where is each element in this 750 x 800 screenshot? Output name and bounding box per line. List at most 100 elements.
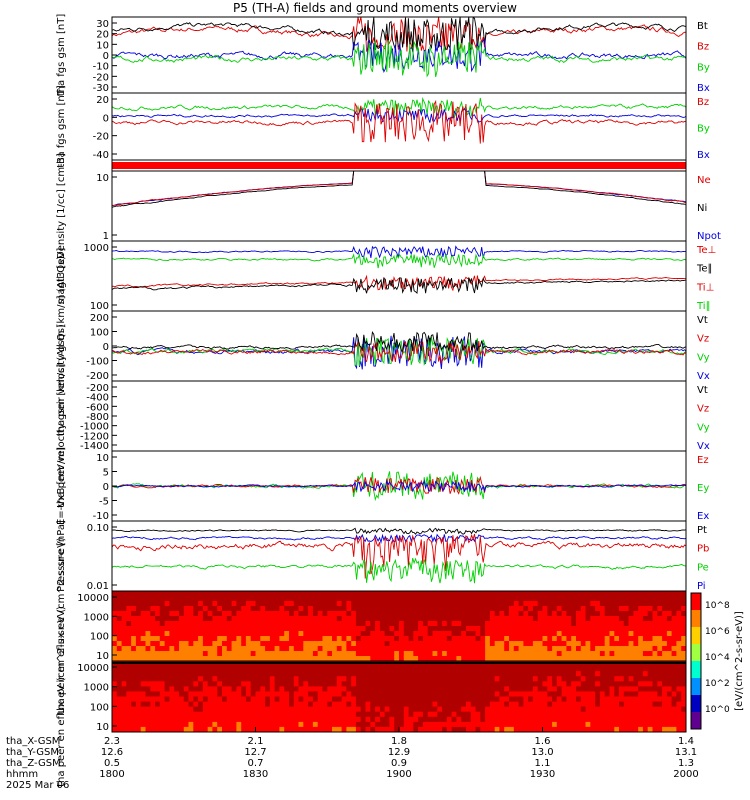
legend-vt: Vt [697,385,708,396]
legend-vx: Vx [697,441,710,452]
y-tick-label: 100 [90,301,109,312]
y-tick-label: 1000 [84,612,109,623]
npot-line [112,170,687,206]
legend-vt: Vt [697,315,708,326]
footer-value: 0.7 [248,758,264,769]
ni-line [111,170,687,208]
legend-by: By [697,124,710,135]
y-tick-label: -20 [93,72,109,83]
footer-value: 2000 [673,769,698,780]
y-axis-label: tha peer en eflux eV (cm^2-s-sr-eV) [56,606,67,787]
y-tick-label: 20 [96,30,109,41]
y-tick-label: -200 [86,371,109,382]
colorbar-tick: 10^6 [705,627,730,637]
y-tick-label: 10 [96,173,109,184]
y-tick-label: 0.10 [87,523,109,534]
y-tick-label: -10 [93,511,109,522]
colorbar-tick: 10^0 [705,705,730,715]
by-line [111,39,687,78]
y-axis-label: Pressure [nPa] [56,520,67,592]
y-tick-label: 1000 [84,243,109,254]
legend-te⊥: Te⊥ [696,245,716,256]
legend-vz: Vz [697,404,709,415]
colorbar-tick: 10^8 [705,601,730,611]
ez-line [111,475,687,495]
legend-vx: Vx [697,371,710,382]
y-tick-label: -800 [86,412,109,423]
footer-value: 2.3 [104,736,120,747]
legend-pe: Pe [697,562,709,573]
bt-line [111,16,687,51]
y-tick-label: -20 [93,132,109,143]
legend-bx: Bx [697,83,710,94]
legend-ex: Ex [697,511,709,522]
y-tick-label: 10000 [77,663,109,674]
y-axis-label: Density [1/cc] [cm-3] [56,153,67,259]
y-tick-label: -10 [93,62,109,73]
bx2-line [111,107,687,124]
y-axis-label: magt3 [eV] [56,248,67,305]
pi-line [111,533,687,545]
footer-value: 1.3 [678,758,694,769]
footer-value: 12.7 [244,747,266,758]
footer-row-label: tha_Z-GSM [6,758,61,769]
page-title: P5 (TH-A) fields and ground moments over… [233,1,517,15]
pt-line [111,527,687,535]
y-tick-label: -5 [99,497,109,508]
footer-row-label: hhmm [6,769,38,780]
legend-bz: Bz [697,42,709,53]
footer-value: 1.6 [535,736,551,747]
y-axis-label: tha fgs gsm [nT] [56,85,67,168]
ion-spectrogram [112,591,687,662]
y-axis-label: tha fgs gsm [nT] [56,14,67,97]
y-tick-label: 0 [103,51,109,62]
legend-ne: Ne [697,175,711,186]
colorbar [691,593,701,729]
legend-ti∥: Ti∥ [696,301,711,312]
electron-spectrogram [112,661,687,733]
vt-line [111,330,687,352]
legend-pb: Pb [697,544,709,555]
footer-value: 13.1 [675,747,697,758]
y-tick-label: -400 [86,393,109,404]
y-axis-label: tha peir velocity gsm [km/s] (All Qs) [56,256,67,437]
y-axis-label: tha peir en eflux eV (cm^2-s-sr-eV) [56,537,67,714]
legend-bt: Bt [697,21,708,32]
footer-value: 1800 [99,769,124,780]
legend-vy: Vy [697,352,710,363]
legend-ez: Ez [697,455,709,466]
y-tick-label: -1000 [80,422,109,433]
legend-pt: Pt [697,525,707,536]
legend-ni: Ni [697,203,707,214]
te-par-line [111,277,687,295]
te-perp-line [111,274,687,292]
status-bar [112,162,686,169]
y-tick-label: -30 [93,83,109,94]
ex-line [111,479,687,493]
footer-value: 1.8 [391,736,407,747]
ti-par-line [111,252,687,269]
y-tick-label: -600 [86,402,109,413]
legend-bz: Bz [697,97,709,108]
y-tick-label: 100 [90,632,109,643]
y-tick-label: 100 [90,328,109,339]
footer-value: 1830 [243,769,268,780]
colorbar-label: [eV/(cm^2-s-sr-eV)] [734,611,745,711]
footer-value: 1.4 [678,736,694,747]
footer-value: 12.9 [388,747,410,758]
y-tick-label: 5 [103,468,109,479]
y-tick-label: 10 [96,453,109,464]
y-tick-label: 10000 [77,593,109,604]
footer-value: 1900 [386,769,411,780]
y-tick-label: 100 [90,702,109,713]
bz2-line [111,99,687,144]
y-tick-label: -1200 [80,431,109,442]
legend-pi: Pi [697,581,706,592]
panel-frame [111,170,687,242]
bx-line [111,38,687,73]
legend-ti⊥: Ti⊥ [696,282,714,293]
pb-line [111,533,687,579]
y-tick-label: 0 [103,342,109,353]
y-tick-label: 10 [96,722,109,733]
colorbar-tick: 10^4 [705,653,730,663]
